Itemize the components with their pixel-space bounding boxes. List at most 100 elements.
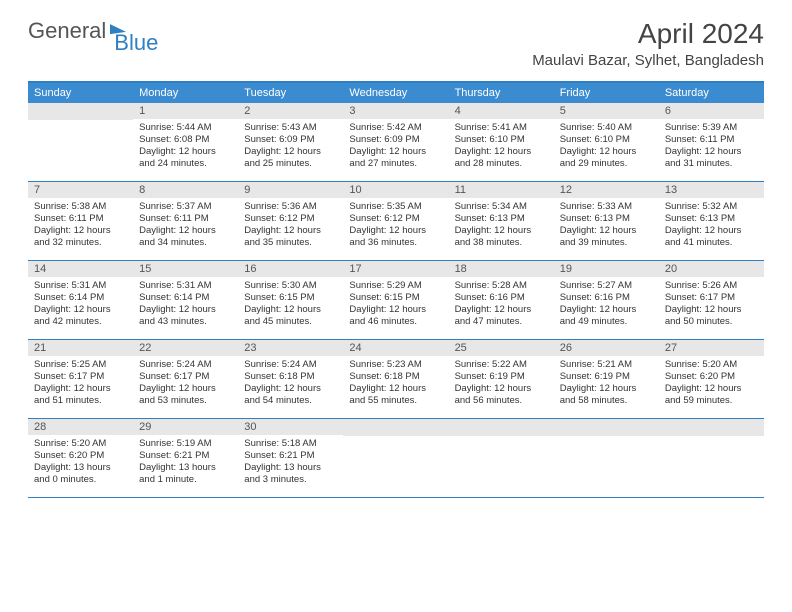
- daylight-line: Daylight: 12 hours and 29 minutes.: [560, 146, 653, 170]
- sunrise-line: Sunrise: 5:38 AM: [34, 201, 127, 213]
- sunrise-line: Sunrise: 5:40 AM: [560, 122, 653, 134]
- weekday-saturday: Saturday: [659, 83, 764, 103]
- day-number: 24: [343, 340, 448, 356]
- daylight-line: Daylight: 13 hours and 1 minute.: [139, 462, 232, 486]
- day-cell: 30Sunrise: 5:18 AMSunset: 6:21 PMDayligh…: [238, 419, 343, 497]
- day-body: Sunrise: 5:25 AMSunset: 6:17 PMDaylight:…: [28, 356, 133, 411]
- daylight-line: Daylight: 12 hours and 58 minutes.: [560, 383, 653, 407]
- day-cell: 15Sunrise: 5:31 AMSunset: 6:14 PMDayligh…: [133, 261, 238, 339]
- day-number: 14: [28, 261, 133, 277]
- daylight-line: Daylight: 12 hours and 49 minutes.: [560, 304, 653, 328]
- daylight-line: Daylight: 12 hours and 56 minutes.: [455, 383, 548, 407]
- sunrise-line: Sunrise: 5:28 AM: [455, 280, 548, 292]
- day-body: Sunrise: 5:20 AMSunset: 6:20 PMDaylight:…: [659, 356, 764, 411]
- sunset-line: Sunset: 6:20 PM: [665, 371, 758, 383]
- sunset-line: Sunset: 6:11 PM: [139, 213, 232, 225]
- sunrise-line: Sunrise: 5:22 AM: [455, 359, 548, 371]
- day-number: 26: [554, 340, 659, 356]
- sunrise-line: Sunrise: 5:35 AM: [349, 201, 442, 213]
- sunrise-line: Sunrise: 5:41 AM: [455, 122, 548, 134]
- month-title: April 2024: [532, 18, 764, 50]
- daylight-line: Daylight: 12 hours and 53 minutes.: [139, 383, 232, 407]
- daylight-line: Daylight: 12 hours and 59 minutes.: [665, 383, 758, 407]
- day-body: Sunrise: 5:39 AMSunset: 6:11 PMDaylight:…: [659, 119, 764, 174]
- day-number: 25: [449, 340, 554, 356]
- day-number: 20: [659, 261, 764, 277]
- day-cell: 28Sunrise: 5:20 AMSunset: 6:20 PMDayligh…: [28, 419, 133, 497]
- sunset-line: Sunset: 6:17 PM: [139, 371, 232, 383]
- daylight-line: Daylight: 12 hours and 27 minutes.: [349, 146, 442, 170]
- day-cell: 26Sunrise: 5:21 AMSunset: 6:19 PMDayligh…: [554, 340, 659, 418]
- title-block: April 2024 Maulavi Bazar, Sylhet, Bangla…: [532, 18, 764, 69]
- day-cell: 1Sunrise: 5:44 AMSunset: 6:08 PMDaylight…: [133, 103, 238, 181]
- logo: General Blue: [28, 18, 158, 44]
- day-cell-empty: [28, 103, 133, 181]
- day-cell: 20Sunrise: 5:26 AMSunset: 6:17 PMDayligh…: [659, 261, 764, 339]
- day-number: 30: [238, 419, 343, 435]
- sunset-line: Sunset: 6:16 PM: [560, 292, 653, 304]
- day-number-empty: [28, 103, 133, 120]
- day-cell: 13Sunrise: 5:32 AMSunset: 6:13 PMDayligh…: [659, 182, 764, 260]
- sunrise-line: Sunrise: 5:25 AM: [34, 359, 127, 371]
- logo-text-blue: Blue: [114, 30, 158, 56]
- day-number: 6: [659, 103, 764, 119]
- sunrise-line: Sunrise: 5:19 AM: [139, 438, 232, 450]
- day-cell: 14Sunrise: 5:31 AMSunset: 6:14 PMDayligh…: [28, 261, 133, 339]
- day-body: Sunrise: 5:29 AMSunset: 6:15 PMDaylight:…: [343, 277, 448, 332]
- day-body: Sunrise: 5:33 AMSunset: 6:13 PMDaylight:…: [554, 198, 659, 253]
- day-number: 9: [238, 182, 343, 198]
- sunset-line: Sunset: 6:11 PM: [34, 213, 127, 225]
- day-cell: 3Sunrise: 5:42 AMSunset: 6:09 PMDaylight…: [343, 103, 448, 181]
- day-body: Sunrise: 5:35 AMSunset: 6:12 PMDaylight:…: [343, 198, 448, 253]
- daylight-line: Daylight: 12 hours and 41 minutes.: [665, 225, 758, 249]
- sunset-line: Sunset: 6:12 PM: [244, 213, 337, 225]
- sunrise-line: Sunrise: 5:42 AM: [349, 122, 442, 134]
- day-body: Sunrise: 5:20 AMSunset: 6:20 PMDaylight:…: [28, 435, 133, 490]
- sunset-line: Sunset: 6:13 PM: [665, 213, 758, 225]
- daylight-line: Daylight: 12 hours and 47 minutes.: [455, 304, 548, 328]
- daylight-line: Daylight: 12 hours and 36 minutes.: [349, 225, 442, 249]
- day-number-empty: [659, 419, 764, 436]
- day-cell-empty: [449, 419, 554, 497]
- day-cell: 4Sunrise: 5:41 AMSunset: 6:10 PMDaylight…: [449, 103, 554, 181]
- day-body: Sunrise: 5:26 AMSunset: 6:17 PMDaylight:…: [659, 277, 764, 332]
- sunset-line: Sunset: 6:18 PM: [244, 371, 337, 383]
- weekday-thursday: Thursday: [449, 83, 554, 103]
- day-cell: 23Sunrise: 5:24 AMSunset: 6:18 PMDayligh…: [238, 340, 343, 418]
- sunset-line: Sunset: 6:10 PM: [455, 134, 548, 146]
- sunset-line: Sunset: 6:09 PM: [349, 134, 442, 146]
- day-body: Sunrise: 5:21 AMSunset: 6:19 PMDaylight:…: [554, 356, 659, 411]
- sunrise-line: Sunrise: 5:34 AM: [455, 201, 548, 213]
- daylight-line: Daylight: 12 hours and 55 minutes.: [349, 383, 442, 407]
- daylight-line: Daylight: 12 hours and 54 minutes.: [244, 383, 337, 407]
- day-number: 7: [28, 182, 133, 198]
- week-row: 14Sunrise: 5:31 AMSunset: 6:14 PMDayligh…: [28, 261, 764, 340]
- day-number: 17: [343, 261, 448, 277]
- daylight-line: Daylight: 12 hours and 38 minutes.: [455, 225, 548, 249]
- day-number: 15: [133, 261, 238, 277]
- sunrise-line: Sunrise: 5:36 AM: [244, 201, 337, 213]
- sunset-line: Sunset: 6:21 PM: [139, 450, 232, 462]
- sunset-line: Sunset: 6:16 PM: [455, 292, 548, 304]
- daylight-line: Daylight: 12 hours and 32 minutes.: [34, 225, 127, 249]
- day-body: Sunrise: 5:32 AMSunset: 6:13 PMDaylight:…: [659, 198, 764, 253]
- day-number: 16: [238, 261, 343, 277]
- sunrise-line: Sunrise: 5:20 AM: [34, 438, 127, 450]
- day-body: Sunrise: 5:40 AMSunset: 6:10 PMDaylight:…: [554, 119, 659, 174]
- daylight-line: Daylight: 13 hours and 3 minutes.: [244, 462, 337, 486]
- day-number: 18: [449, 261, 554, 277]
- week-row: 1Sunrise: 5:44 AMSunset: 6:08 PMDaylight…: [28, 103, 764, 182]
- sunset-line: Sunset: 6:19 PM: [455, 371, 548, 383]
- day-body: Sunrise: 5:30 AMSunset: 6:15 PMDaylight:…: [238, 277, 343, 332]
- daylight-line: Daylight: 12 hours and 24 minutes.: [139, 146, 232, 170]
- day-number: 19: [554, 261, 659, 277]
- sunrise-line: Sunrise: 5:30 AM: [244, 280, 337, 292]
- sunset-line: Sunset: 6:09 PM: [244, 134, 337, 146]
- sunset-line: Sunset: 6:13 PM: [455, 213, 548, 225]
- day-body: Sunrise: 5:22 AMSunset: 6:19 PMDaylight:…: [449, 356, 554, 411]
- day-body: Sunrise: 5:18 AMSunset: 6:21 PMDaylight:…: [238, 435, 343, 490]
- day-cell: 10Sunrise: 5:35 AMSunset: 6:12 PMDayligh…: [343, 182, 448, 260]
- day-number-empty: [449, 419, 554, 436]
- daylight-line: Daylight: 12 hours and 34 minutes.: [139, 225, 232, 249]
- sunrise-line: Sunrise: 5:31 AM: [139, 280, 232, 292]
